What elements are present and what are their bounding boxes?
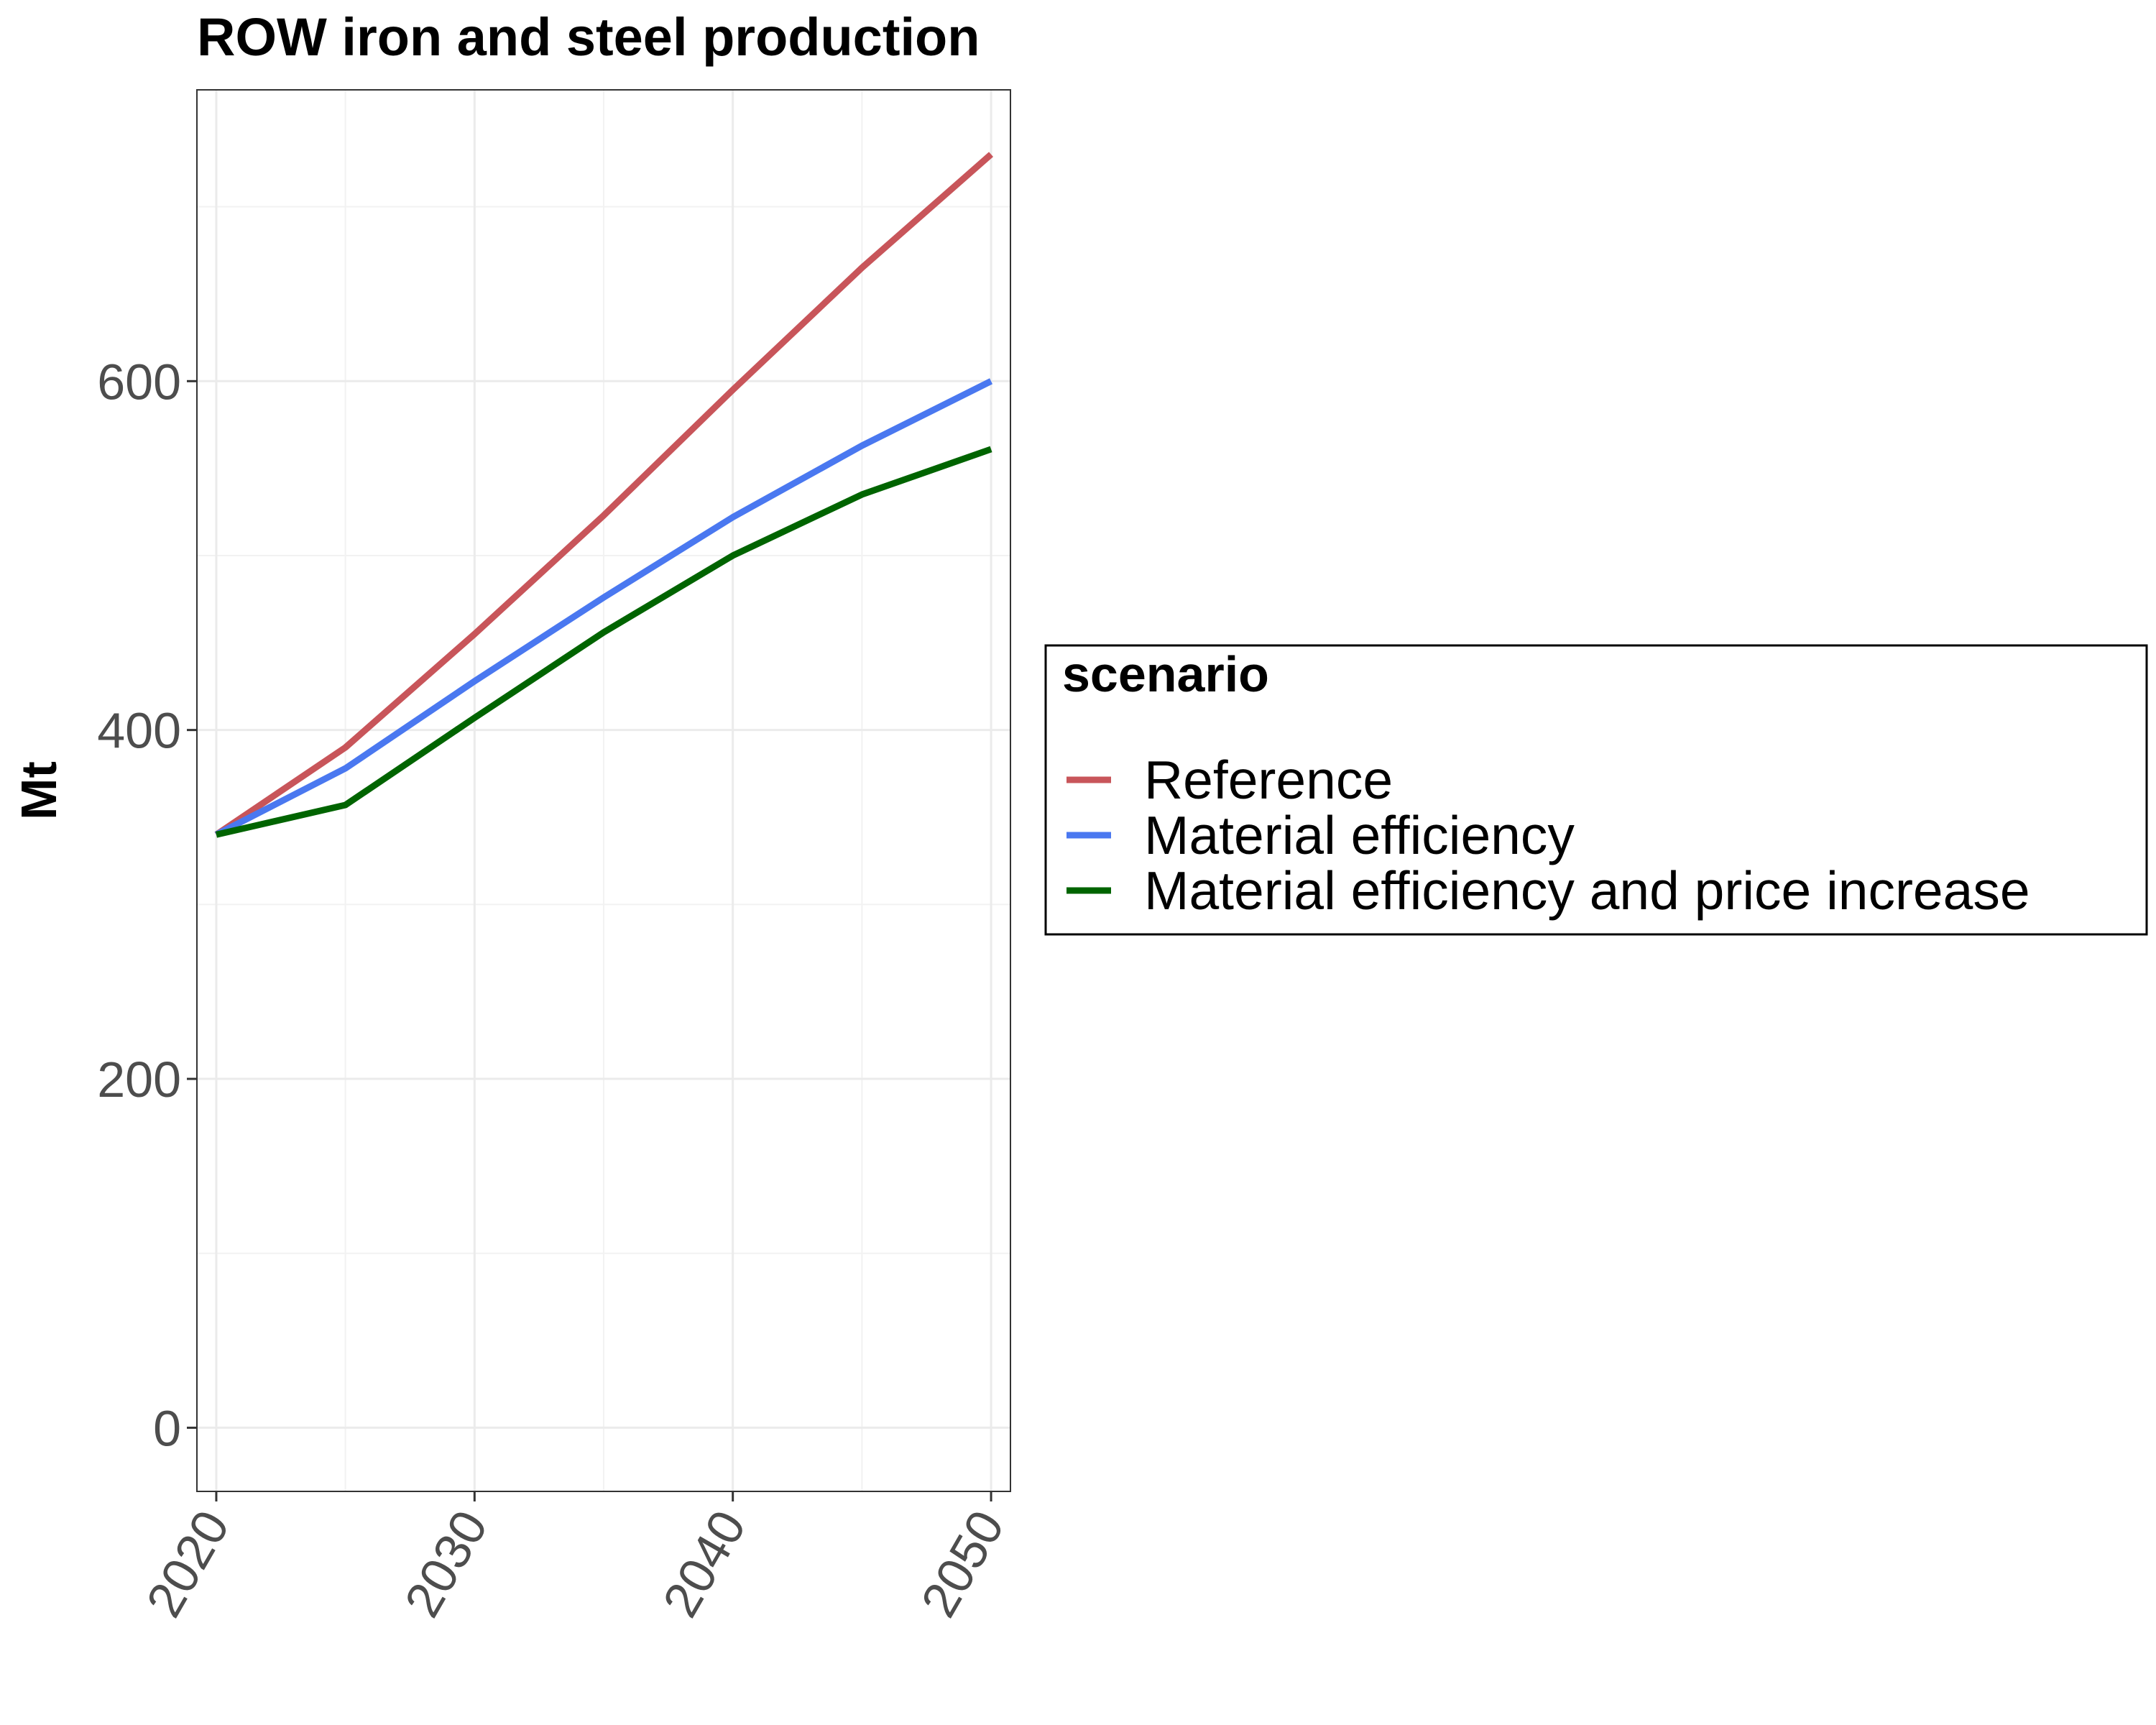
x-tick-label: 2050 <box>911 1501 1015 1627</box>
legend-label-3: Material efficiency and price increase <box>1144 860 2030 921</box>
x-tick-label: 2020 <box>136 1501 240 1627</box>
plot-panel-border <box>196 89 1011 1492</box>
legend-label-1: Reference <box>1144 750 1393 810</box>
x-tick-label: 2030 <box>394 1501 498 1627</box>
chart-title: ROW iron and steel production <box>197 7 980 67</box>
y-axis-label: Mt <box>11 761 67 820</box>
y-tick-label: 0 <box>153 1400 181 1456</box>
legend-box <box>1044 644 2148 936</box>
series-line-1 <box>214 152 994 838</box>
y-tick-label: 200 <box>97 1052 181 1108</box>
grid <box>197 90 1010 1491</box>
series-layer <box>214 152 994 838</box>
series-line-2 <box>214 378 993 838</box>
x-tick-label: 2040 <box>652 1501 756 1627</box>
legend-label-2: Material efficiency <box>1144 805 1575 865</box>
y-tick-label: 400 <box>97 703 181 759</box>
legend-title: scenario <box>1062 646 1269 702</box>
y-tick-label: 600 <box>97 354 181 410</box>
series-line-3 <box>215 446 992 838</box>
